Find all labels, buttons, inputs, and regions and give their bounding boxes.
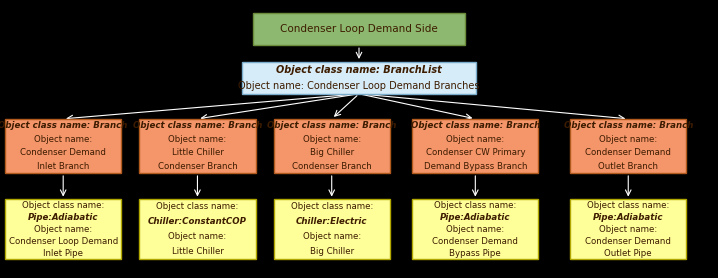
Text: Object class name: Branch: Object class name: Branch bbox=[411, 121, 540, 130]
FancyBboxPatch shape bbox=[139, 119, 256, 173]
Text: Object name:: Object name: bbox=[599, 135, 658, 144]
FancyBboxPatch shape bbox=[5, 119, 121, 173]
Text: Condenser Branch: Condenser Branch bbox=[292, 162, 372, 171]
Text: Object name:: Object name: bbox=[599, 225, 658, 234]
Text: Condenser Branch: Condenser Branch bbox=[157, 162, 238, 171]
FancyBboxPatch shape bbox=[570, 200, 686, 259]
Text: Object name:: Object name: bbox=[168, 232, 227, 241]
Text: Object name:: Object name: bbox=[168, 135, 227, 144]
Text: Object class name:: Object class name: bbox=[22, 201, 104, 210]
Text: Object class name: BranchList: Object class name: BranchList bbox=[276, 65, 442, 75]
Text: Object class name: Branch: Object class name: Branch bbox=[0, 121, 128, 130]
Text: Pipe:Adiabatic: Pipe:Adiabatic bbox=[593, 213, 663, 222]
Text: Big Chiller: Big Chiller bbox=[309, 247, 354, 256]
Text: Object name:: Object name: bbox=[446, 225, 505, 234]
Text: Condenser Demand: Condenser Demand bbox=[20, 148, 106, 157]
Text: Condenser CW Primary: Condenser CW Primary bbox=[426, 148, 525, 157]
Text: Little Chiller: Little Chiller bbox=[172, 148, 223, 157]
Text: Bypass Pipe: Bypass Pipe bbox=[449, 249, 501, 258]
Text: Object class name: Branch: Object class name: Branch bbox=[267, 121, 396, 130]
FancyBboxPatch shape bbox=[139, 200, 256, 259]
FancyBboxPatch shape bbox=[412, 200, 538, 259]
Text: Little Chiller: Little Chiller bbox=[172, 247, 223, 256]
FancyBboxPatch shape bbox=[274, 200, 390, 259]
FancyBboxPatch shape bbox=[253, 13, 465, 45]
Text: Object name:: Object name: bbox=[34, 225, 93, 234]
Text: Object class name: Branch: Object class name: Branch bbox=[564, 121, 693, 130]
Text: Big Chiller: Big Chiller bbox=[309, 148, 354, 157]
FancyBboxPatch shape bbox=[5, 200, 121, 259]
Text: Inlet Branch: Inlet Branch bbox=[37, 162, 89, 171]
Text: Object name:: Object name: bbox=[302, 135, 361, 144]
Text: Condenser Loop Demand: Condenser Loop Demand bbox=[9, 237, 118, 246]
FancyBboxPatch shape bbox=[570, 119, 686, 173]
Text: Object class name:: Object class name: bbox=[291, 202, 373, 212]
FancyBboxPatch shape bbox=[243, 62, 476, 94]
Text: Object name:: Object name: bbox=[34, 135, 93, 144]
Text: Outlet Branch: Outlet Branch bbox=[598, 162, 658, 171]
FancyBboxPatch shape bbox=[412, 119, 538, 173]
Text: Outlet Pipe: Outlet Pipe bbox=[605, 249, 652, 258]
Text: Object class name:: Object class name: bbox=[587, 201, 669, 210]
Text: Chiller:ConstantCOP: Chiller:ConstantCOP bbox=[148, 217, 247, 226]
Text: Object class name:: Object class name: bbox=[434, 201, 516, 210]
FancyBboxPatch shape bbox=[274, 119, 390, 173]
Text: Chiller:Electric: Chiller:Electric bbox=[296, 217, 368, 226]
Text: Condenser Demand: Condenser Demand bbox=[585, 237, 671, 246]
Text: Object class name:: Object class name: bbox=[157, 202, 238, 212]
Text: Object class name: Branch: Object class name: Branch bbox=[133, 121, 262, 130]
Text: Pipe:Adiabatic: Pipe:Adiabatic bbox=[440, 213, 510, 222]
Text: Pipe:Adiabatic: Pipe:Adiabatic bbox=[28, 213, 98, 222]
Text: Condenser Demand: Condenser Demand bbox=[585, 148, 671, 157]
Text: Demand Bypass Branch: Demand Bypass Branch bbox=[424, 162, 527, 171]
Text: Condenser Demand: Condenser Demand bbox=[432, 237, 518, 246]
Text: Object name:: Object name: bbox=[446, 135, 505, 144]
Text: Condenser Loop Demand Side: Condenser Loop Demand Side bbox=[280, 24, 438, 34]
Text: Object name: Condenser Loop Demand Branches: Object name: Condenser Loop Demand Branc… bbox=[238, 81, 480, 91]
Text: Object name:: Object name: bbox=[302, 232, 361, 241]
Text: Inlet Pipe: Inlet Pipe bbox=[43, 249, 83, 258]
